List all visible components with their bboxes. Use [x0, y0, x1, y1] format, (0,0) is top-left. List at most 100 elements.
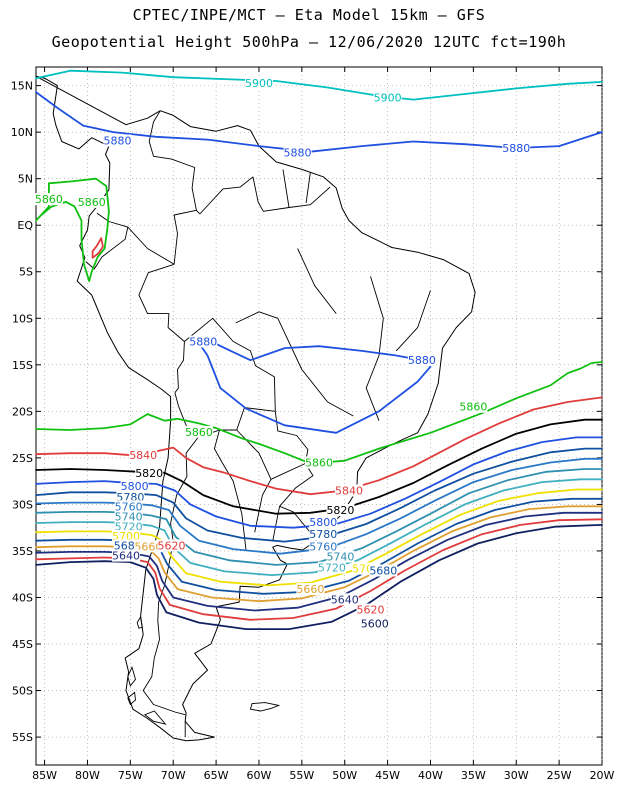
lat-tick-label: 35S	[12, 545, 33, 558]
contour-label-5740: 5740	[115, 511, 143, 524]
contour-label-bg	[502, 141, 531, 154]
contour-label-5860: 5860	[35, 193, 63, 206]
contour-label-bg	[330, 593, 359, 606]
country-border	[235, 311, 278, 324]
contour-label-bg	[112, 549, 141, 562]
contour-label-5840: 5840	[335, 484, 363, 497]
contour-label-5640: 5640	[112, 550, 140, 563]
island-outline	[249, 702, 281, 712]
lon-tick-label: 80W	[75, 769, 100, 782]
contour-label-bg	[335, 484, 364, 497]
lon-tick-label: 35W	[461, 769, 486, 782]
contour-label-bg	[77, 195, 106, 208]
contour-label-bg	[326, 503, 355, 516]
contour-label-bg	[114, 510, 143, 523]
lat-tick-label: 20S	[12, 405, 33, 418]
contour-label-bg	[129, 449, 158, 462]
contour-label-bg	[114, 500, 143, 513]
contour-label-bg	[244, 76, 273, 89]
lon-tick-label: 60W	[247, 769, 272, 782]
country-border	[252, 176, 331, 212]
contour-label-5620: 5620	[356, 604, 384, 617]
contour-label-bg	[356, 603, 385, 616]
contour-label-bg	[296, 583, 325, 596]
lon-tick-label: 20W	[590, 769, 615, 782]
contour-label-bg	[309, 540, 338, 553]
island-outline	[127, 691, 136, 706]
contour-label-5820: 5820	[135, 467, 163, 480]
contour-label-5780: 5780	[309, 528, 337, 541]
country-border	[213, 429, 247, 551]
country-border	[279, 463, 316, 540]
contour-label-bg	[184, 425, 213, 438]
lat-tick-label: 5N	[18, 173, 33, 186]
contour-label-bg	[459, 400, 488, 413]
contour-label-bg	[309, 528, 338, 541]
lon-tick-label: 50W	[332, 769, 357, 782]
contour-label-5620: 5620	[157, 539, 185, 552]
island-outline	[127, 666, 136, 687]
lat-tick-label: EQ	[17, 219, 33, 232]
contour-label-5740: 5740	[326, 551, 354, 564]
contour-label-5640: 5640	[331, 593, 359, 606]
contour-label-5860: 5860	[459, 401, 487, 414]
lat-tick-label: 15N	[11, 80, 33, 93]
lon-tick-label: 65W	[204, 769, 229, 782]
lat-tick-label: 55S	[12, 731, 33, 744]
contour-label-5820: 5820	[326, 504, 354, 517]
contour-label-bg	[34, 193, 63, 206]
country-border	[254, 479, 272, 533]
axis-labels: 15N 10N 5N EQ 5S 10S 15S 20S 25S 30S 35S 40S 45S 50S 5…	[11, 80, 615, 782]
country-border	[199, 176, 254, 215]
lon-tick-label: 40W	[418, 769, 443, 782]
contour-5860	[35, 361, 603, 465]
contour-label-5880: 5880	[189, 336, 217, 349]
contour-5900	[35, 69, 603, 101]
contour-label-5760: 5760	[115, 500, 143, 513]
contour-label-5880: 5880	[502, 142, 530, 155]
country-border	[236, 411, 309, 480]
contour-label-5880: 5880	[284, 147, 312, 160]
lat-tick-label: 50S	[12, 685, 33, 698]
contour-label-5880: 5880	[408, 354, 436, 367]
country-border	[365, 276, 384, 421]
country-border	[395, 290, 431, 352]
contour-label-5800: 5800	[309, 516, 337, 529]
lon-tick-label: 25W	[547, 769, 572, 782]
contour-label-bg	[120, 479, 149, 492]
contour-5860	[35, 177, 110, 282]
lat-tick-label: 40S	[12, 591, 33, 604]
contour-label-5680: 5680	[369, 564, 397, 577]
contour-label-5860: 5860	[305, 457, 333, 470]
country-border	[173, 209, 197, 265]
lon-tick-label: 45W	[375, 769, 400, 782]
contour-label-bg	[135, 466, 164, 479]
contour-label-5900: 5900	[374, 92, 402, 105]
contour-label-bg	[283, 146, 312, 159]
lat-tick-label: 45S	[12, 638, 33, 651]
contour-label-bg	[369, 564, 398, 577]
island-outline	[143, 710, 167, 725]
lon-tick-label: 75W	[118, 769, 143, 782]
country-border	[184, 317, 276, 412]
lon-tick-label: 55W	[289, 769, 314, 782]
contour-label-5660: 5660	[296, 583, 324, 596]
contour-label-bg	[134, 540, 163, 553]
lat-tick-label: 25S	[12, 452, 33, 465]
lon-tick-label: 70W	[161, 769, 186, 782]
contour-label-bg	[116, 490, 145, 503]
contour-label-bg	[317, 561, 346, 574]
lat-tick-label: 15S	[12, 359, 33, 372]
contour-label-bg	[157, 539, 186, 552]
contour-5600	[35, 524, 603, 630]
contour-labels: 5900 5900 5880 5880 5880 5880 5880 5860 5860 5860…	[34, 76, 531, 631]
country-border	[148, 110, 201, 215]
contour-label-bg	[407, 354, 436, 367]
contour-5840	[91, 237, 104, 259]
contour-label-bg	[103, 134, 132, 147]
country-border	[272, 506, 281, 542]
lat-tick-label: 10S	[12, 312, 33, 325]
country-border	[138, 263, 185, 393]
contour-label-5760: 5760	[309, 540, 337, 553]
